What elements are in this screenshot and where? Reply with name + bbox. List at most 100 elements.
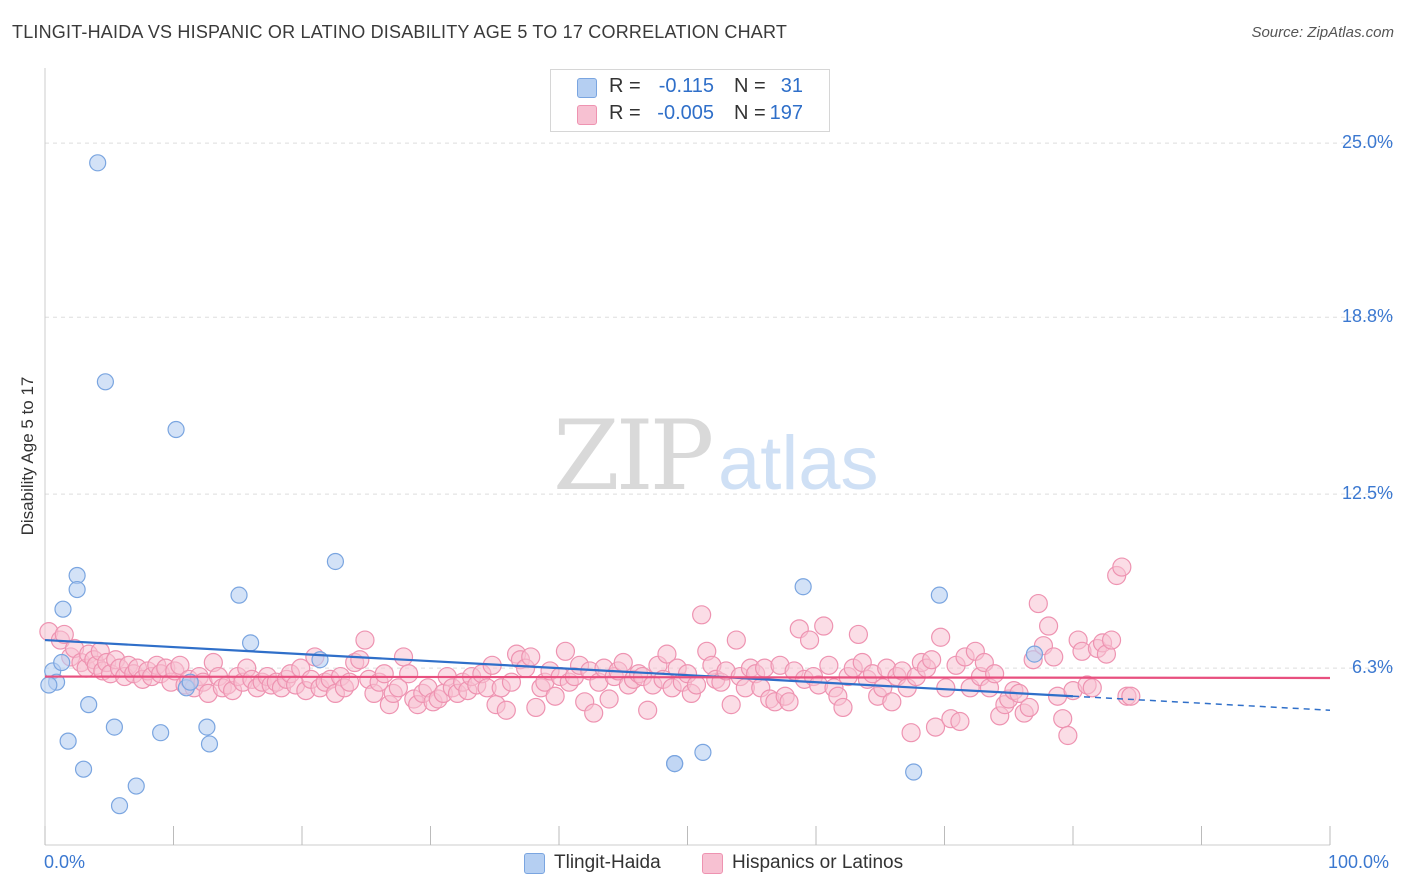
legend-swatch-blue (524, 853, 545, 874)
tlingit-point (152, 724, 170, 742)
x-tick-label-max: 100.0% (1328, 852, 1390, 872)
tlingit-point (105, 718, 123, 736)
hispanic-point (613, 652, 633, 673)
watermark-zip: ZIP (553, 400, 714, 512)
legend-n-label: N = (734, 75, 766, 97)
hispanic-point (692, 605, 712, 625)
tlingit-point (54, 600, 72, 618)
tlingit-point (930, 586, 948, 604)
hispanic-point (350, 650, 370, 670)
hispanic-point (584, 703, 604, 723)
gridlines (45, 142, 1393, 669)
hispanic-point (1053, 709, 1073, 729)
hispanic-point (922, 650, 942, 670)
tlingit-point (1025, 645, 1044, 663)
hispanic-point (814, 616, 834, 636)
tlingit-point (794, 578, 812, 596)
tlingit-point (694, 743, 712, 761)
hispanic-trend-line (44, 675, 1331, 680)
hispanic-point (638, 700, 658, 720)
hispanic-point (526, 697, 546, 718)
hispanic-point (374, 664, 394, 684)
y-tick-label: 6.3% (1351, 657, 1393, 678)
tlingit-point (666, 754, 684, 773)
watermark-atlas: atlas (718, 421, 879, 506)
tlingit-trend-extension (1072, 695, 1331, 711)
tlingit-point (200, 735, 219, 753)
tlingit-point (53, 653, 71, 672)
tlingit-point (905, 763, 923, 781)
y-tick-label: 18.8% (1341, 306, 1393, 327)
hispanic-point (985, 664, 1005, 684)
hispanic-point (799, 630, 820, 650)
tlingit-point (198, 718, 216, 736)
hispanic-point (1082, 678, 1102, 698)
tlingit-trend-line (44, 638, 1074, 698)
legend-row-hispanic: R = -0.005 N = 197 (551, 102, 829, 128)
hispanic-point (355, 630, 375, 650)
legend-r-value: -0.115 (658, 75, 714, 97)
legend-r-label: R = (609, 102, 641, 124)
legend-label-hispanic: Hispanics or Latinos (732, 852, 904, 873)
y-tick-label: 12.5% (1341, 483, 1393, 504)
tlingit-point (40, 676, 58, 694)
hispanic-point (882, 692, 902, 712)
tlingit-point (230, 586, 248, 604)
hispanic-point (545, 686, 565, 706)
hispanic-point (388, 678, 408, 698)
tlingit-point (181, 673, 199, 691)
source-credit: Source: ZipAtlas.com (1251, 24, 1394, 41)
hispanic-point (399, 664, 419, 684)
hispanics-points (39, 557, 1141, 746)
hispanic-point (873, 678, 893, 698)
hispanic-point (393, 647, 414, 667)
hispanic-point (901, 723, 921, 743)
tlingit-point (68, 580, 86, 599)
tlingit-point (326, 552, 345, 571)
tlingit-point (242, 634, 260, 652)
y-tick-label: 25.0% (1341, 132, 1393, 153)
hispanic-point (721, 695, 741, 715)
legend-swatch-blue (577, 78, 597, 98)
x-tick-label-min: 0.0% (44, 852, 86, 872)
tlingit-point (96, 373, 114, 391)
hispanic-point (833, 697, 853, 718)
y-axis-title: Disability Age 5 to 17 (18, 376, 37, 536)
chart-title: TLINGIT-HAIDA VS HISPANIC OR LATINO DISA… (12, 22, 788, 42)
legend-swatch-pink (702, 853, 723, 874)
hispanic-point (1058, 725, 1078, 746)
tlingit-point (110, 797, 129, 815)
hispanic-point (1038, 616, 1059, 636)
stats-legend: R = -0.115 N = 31 R = -0.005 N = 197 (550, 69, 830, 132)
tlingit-point (80, 696, 98, 714)
hispanic-point (555, 641, 576, 661)
hispanic-point (925, 717, 946, 737)
axes (44, 68, 1331, 846)
hispanic-point (1121, 686, 1141, 706)
hispanic-point (936, 678, 956, 698)
tlingit-point (59, 732, 77, 750)
hispanic-point (599, 689, 619, 709)
hispanic-point (521, 647, 541, 667)
series-legend: Tlingit-Haida Hispanics or Latinos (0, 852, 1406, 878)
tlingit-point (89, 154, 107, 172)
hispanic-point (931, 627, 951, 647)
tlingit-point (74, 760, 93, 778)
hispanic-point (1044, 647, 1064, 667)
legend-n-label: N = (734, 102, 766, 124)
hispanic-point (1101, 630, 1122, 650)
legend-r-label: R = (609, 75, 641, 97)
trend-lines (44, 638, 1331, 711)
hispanic-point (686, 675, 707, 695)
hispanic-point (950, 711, 970, 732)
hispanic-point (54, 624, 74, 645)
hispanic-point (848, 624, 869, 645)
hispanic-point (819, 655, 839, 675)
legend-r-value: -0.005 (657, 102, 714, 124)
hispanic-point (657, 644, 677, 664)
tlingit-point (167, 420, 185, 439)
hispanic-point (501, 672, 522, 692)
hispanic-point (170, 655, 190, 675)
hispanic-point (1019, 697, 1039, 718)
